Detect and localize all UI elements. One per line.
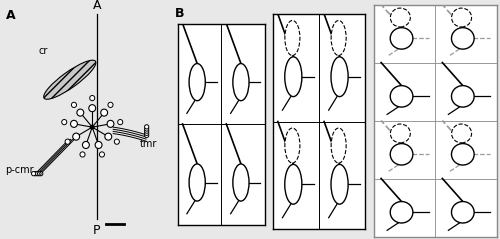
Circle shape [114, 139, 119, 144]
Circle shape [105, 133, 112, 140]
Circle shape [189, 164, 206, 201]
Text: p-cmr: p-cmr [6, 165, 34, 175]
Circle shape [331, 21, 346, 55]
Circle shape [100, 152, 104, 157]
Circle shape [144, 127, 149, 131]
Circle shape [34, 172, 38, 176]
Circle shape [144, 131, 149, 136]
Circle shape [80, 152, 85, 157]
Circle shape [82, 141, 89, 148]
Circle shape [285, 57, 302, 97]
Circle shape [35, 172, 40, 176]
Circle shape [32, 172, 36, 176]
Circle shape [70, 120, 78, 127]
Circle shape [233, 64, 249, 101]
Circle shape [331, 128, 346, 163]
Circle shape [452, 86, 474, 107]
Circle shape [90, 96, 95, 101]
Text: B: B [175, 7, 184, 20]
Circle shape [452, 28, 474, 49]
Circle shape [89, 105, 96, 112]
Text: A: A [92, 0, 101, 12]
Circle shape [233, 164, 249, 201]
Circle shape [77, 109, 84, 116]
Circle shape [390, 124, 410, 143]
Circle shape [72, 133, 80, 140]
Circle shape [189, 64, 206, 101]
Circle shape [390, 8, 410, 27]
Circle shape [285, 128, 300, 163]
Ellipse shape [44, 60, 96, 99]
Circle shape [72, 102, 76, 108]
Circle shape [108, 102, 113, 108]
Circle shape [100, 109, 107, 116]
Circle shape [452, 201, 474, 223]
Circle shape [38, 172, 43, 176]
Circle shape [144, 133, 149, 138]
Circle shape [452, 124, 471, 143]
Circle shape [285, 21, 300, 55]
Text: A: A [6, 9, 15, 22]
Circle shape [390, 86, 413, 107]
Circle shape [452, 8, 471, 27]
Circle shape [331, 57, 348, 97]
Circle shape [390, 28, 413, 49]
Circle shape [144, 129, 149, 133]
Circle shape [107, 120, 114, 127]
Circle shape [452, 144, 474, 165]
Circle shape [144, 125, 149, 129]
Circle shape [65, 139, 70, 144]
Text: P: P [93, 223, 100, 237]
Circle shape [285, 164, 302, 204]
Circle shape [37, 172, 41, 176]
Circle shape [62, 120, 67, 125]
Circle shape [331, 164, 348, 204]
Circle shape [90, 125, 94, 129]
Circle shape [118, 120, 123, 125]
Circle shape [390, 201, 413, 223]
Circle shape [390, 144, 413, 165]
Circle shape [95, 141, 102, 148]
Text: tmr: tmr [140, 139, 158, 149]
Text: cr: cr [38, 46, 48, 56]
